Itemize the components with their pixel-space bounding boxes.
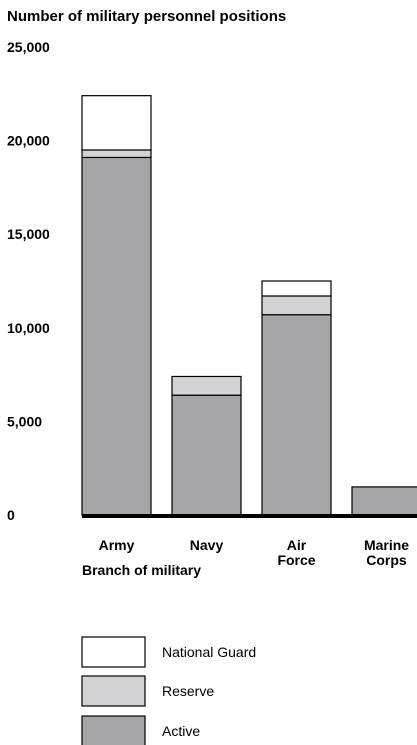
y-tick-label: 25,000 [7,39,50,55]
y-tick-label: 5,000 [7,413,42,429]
y-tick-label: 20,000 [7,133,50,149]
bar-segment [81,156,152,516]
legend-swatch [81,715,146,745]
chart-title: Number of military personnel positions [7,8,286,25]
legend-label: Active [162,723,200,739]
x-axis-label: Branch of military [82,562,201,578]
x-category-label: Force [277,552,315,568]
bar-segment [261,280,332,297]
y-axis-tick-labels: 0 5,000 10,000 15,000 20,000 25,000 [7,39,50,523]
legend-label: National Guard [162,644,256,660]
legend-swatch [81,675,146,707]
bar-segment [81,149,152,159]
y-tick-label: 10,000 [7,320,50,336]
bar-segment [261,314,332,516]
bar-segment [81,95,152,151]
legend-swatch [81,636,146,668]
bar-segment [261,295,332,316]
x-category-label: Army [99,537,135,553]
bar-segment [171,394,242,516]
bar-segment [351,486,417,516]
legend-label: Reserve [162,683,214,699]
x-category-label: Corps [366,552,407,568]
y-tick-label: 0 [7,507,15,523]
y-tick-label: 15,000 [7,226,50,242]
bar-segment [171,375,242,396]
legend: National Guard Reserve Active [81,636,256,745]
bars [81,95,417,516]
x-category-label: Air [287,537,307,553]
x-category-label: Navy [190,537,224,553]
x-category-label: Marine [364,537,409,553]
